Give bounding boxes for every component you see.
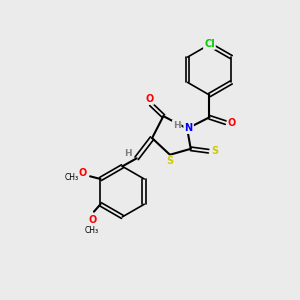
Text: H: H: [124, 149, 131, 158]
Text: O: O: [88, 215, 96, 225]
Text: Cl: Cl: [204, 39, 215, 49]
Text: S: S: [212, 146, 219, 156]
Text: O: O: [228, 118, 236, 128]
Text: CH₃: CH₃: [85, 226, 99, 235]
Text: S: S: [167, 156, 173, 166]
Text: H: H: [173, 121, 181, 130]
Text: CH₃: CH₃: [64, 173, 79, 182]
Text: N: N: [184, 123, 193, 133]
Text: O: O: [145, 94, 154, 104]
Text: O: O: [79, 168, 87, 178]
Text: N: N: [184, 123, 193, 133]
